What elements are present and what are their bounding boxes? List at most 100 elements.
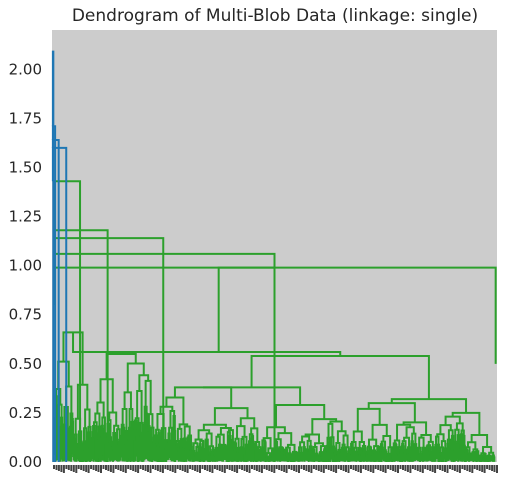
leaf-tick — [218, 465, 221, 471]
leaf-tick — [362, 465, 365, 469]
leaf-tick — [486, 465, 489, 469]
dendrogram-link — [371, 449, 377, 453]
leaf-tick — [426, 465, 429, 470]
leaf-tick — [164, 465, 167, 469]
dendrogram-link — [466, 441, 477, 450]
leaf-tick — [424, 465, 427, 469]
leaf-tick — [315, 465, 318, 470]
leaf-tick — [290, 465, 293, 470]
leaf-tick — [431, 465, 434, 472]
dendrogram-link — [233, 442, 238, 451]
dendrogram-link — [82, 440, 86, 451]
dendrogram-link — [92, 425, 96, 433]
dendrogram-link — [444, 415, 461, 426]
dendrogram-link — [299, 451, 303, 457]
leaf-tick — [307, 465, 310, 472]
dendrogram-link — [204, 440, 208, 461]
y-tick-label: 0.00 — [9, 453, 42, 471]
dendrogram-link — [239, 446, 244, 453]
leaf-tick — [196, 465, 199, 472]
leaf-tick — [161, 465, 164, 473]
leaf-tick — [377, 465, 380, 470]
leaf-tick — [114, 465, 117, 469]
leaf-tick-labels — [53, 465, 498, 473]
leaf-tick — [176, 465, 179, 469]
leaf-tick — [359, 465, 362, 473]
dendrogram-link — [157, 432, 161, 444]
leaf-tick — [441, 465, 444, 471]
leaf-tick — [55, 465, 58, 470]
leaf-tick — [327, 465, 330, 470]
dendrogram-link — [427, 440, 434, 448]
dendrogram-link — [76, 383, 89, 419]
dendrogram-link — [184, 441, 188, 451]
leaf-tick — [399, 465, 402, 469]
dendrogram-link — [217, 266, 497, 364]
dendrogram-link — [108, 411, 118, 426]
dendrogram-link — [201, 448, 205, 453]
leaf-tick — [194, 465, 197, 471]
leaf-tick — [283, 465, 286, 472]
dendrogram-link — [226, 431, 231, 446]
leaf-tick — [337, 465, 340, 469]
leaf-tick — [446, 465, 449, 473]
leaf-tick — [67, 465, 70, 470]
leaf-tick — [105, 465, 107, 470]
leaf-tick — [216, 465, 219, 470]
dendrogram-link — [336, 450, 341, 456]
dendrogram-link — [422, 450, 427, 455]
dendrogram-link — [149, 441, 153, 452]
leaf-tick — [53, 465, 55, 469]
dendrogram-link — [267, 455, 272, 458]
dendrogram-link — [350, 442, 354, 451]
leaf-tick — [461, 465, 464, 469]
dendrogram-link — [133, 428, 137, 441]
leaf-tick — [263, 465, 266, 469]
leaf-tick — [468, 465, 471, 472]
dendrogram-link — [250, 354, 430, 400]
dendrogram-link — [175, 439, 180, 446]
dendrogram-link — [471, 451, 476, 454]
leaf-tick — [258, 465, 261, 472]
leaf-tick — [100, 465, 102, 473]
dendrogram-link — [136, 422, 141, 430]
dendrogram-link — [239, 417, 256, 429]
dendrogram-link — [247, 446, 251, 449]
dendrogram-link — [88, 436, 93, 449]
leaf-tick — [166, 465, 169, 470]
leaf-tick — [129, 465, 132, 470]
leaf-tick — [60, 465, 63, 472]
leaf-tick — [476, 465, 479, 470]
leaf-tick — [204, 465, 206, 470]
leaf-tick — [139, 465, 142, 469]
dendrogram-link — [195, 445, 200, 454]
dendrogram-link — [283, 450, 287, 456]
leaf-tick — [201, 465, 204, 469]
dendrogram-link — [145, 412, 149, 431]
leaf-tick — [335, 465, 338, 473]
dendrogram-link — [267, 447, 274, 454]
dendrogram-link — [123, 391, 132, 410]
dendrogram-link — [436, 433, 445, 442]
leaf-tick — [213, 465, 216, 469]
leaf-tick — [199, 465, 201, 473]
leaf-tick — [147, 465, 149, 472]
leaf-tick — [80, 465, 83, 470]
dendrogram-link — [143, 405, 148, 425]
dendrogram-link — [202, 423, 227, 431]
leaf-tick — [303, 465, 305, 470]
dendrogram-link — [373, 451, 378, 456]
leaf-tick — [397, 465, 399, 473]
leaf-tick — [117, 465, 120, 470]
leaf-tick — [372, 465, 375, 473]
leaf-tick — [251, 465, 253, 469]
y-tick-label: 1.25 — [9, 208, 42, 226]
leaf-tick — [419, 465, 422, 472]
dendrogram-link — [240, 437, 245, 449]
dendrogram-link — [465, 446, 471, 454]
y-tick-label: 0.25 — [9, 404, 42, 422]
dendrogram-link — [398, 448, 402, 452]
dendrogram-link — [302, 446, 306, 453]
dendrogram-link — [488, 455, 493, 459]
dendrogram-link — [120, 423, 125, 436]
